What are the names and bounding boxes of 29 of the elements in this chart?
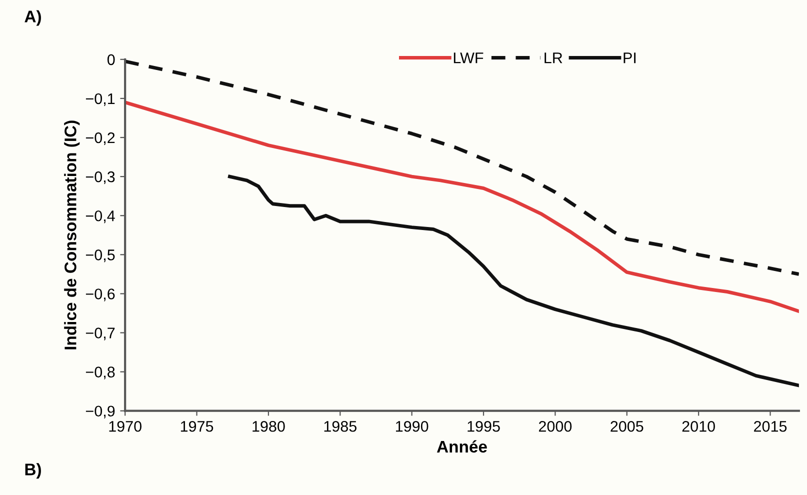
y-tick-label: 0 <box>107 54 115 66</box>
y-tick-label: −0,8 <box>86 366 115 380</box>
line-series <box>228 174 799 388</box>
legend-label: LR <box>544 52 562 64</box>
x-tick-label: 1990 <box>396 420 428 432</box>
y-axis-title: Indice de Consommation (IC) <box>64 120 80 350</box>
y-tick-label: −0,7 <box>86 328 115 340</box>
x-tick-label: 1995 <box>468 420 500 432</box>
y-tick-label: −0,2 <box>86 132 115 145</box>
x-tick-label: 1985 <box>324 420 356 432</box>
y-tick-label: −0,9 <box>86 406 115 418</box>
y-tick-label: −0,3 <box>86 171 115 184</box>
y-tick-label: −0,4 <box>86 210 115 224</box>
line-series <box>125 100 799 314</box>
legend-label: PI <box>624 52 636 64</box>
x-tick-label: 2010 <box>682 420 715 432</box>
legend-label: LWF <box>454 52 484 64</box>
x-tick-label: 2000 <box>538 420 572 432</box>
x-axis-title: Année <box>436 440 487 453</box>
x-tick-label: 2015 <box>754 420 787 432</box>
text: A) <box>24 10 41 26</box>
x-tick-label: 1980 <box>252 420 285 432</box>
x-tick-label: 2005 <box>610 420 644 432</box>
y-tick-label: −0,1 <box>86 93 115 106</box>
x-tick-label: 1975 <box>180 420 214 432</box>
text: B) <box>25 463 41 479</box>
x-tick-label: 1970 <box>109 420 142 432</box>
y-tick-label: −0,5 <box>86 250 115 262</box>
y-tick-label: −0,6 <box>86 288 115 302</box>
